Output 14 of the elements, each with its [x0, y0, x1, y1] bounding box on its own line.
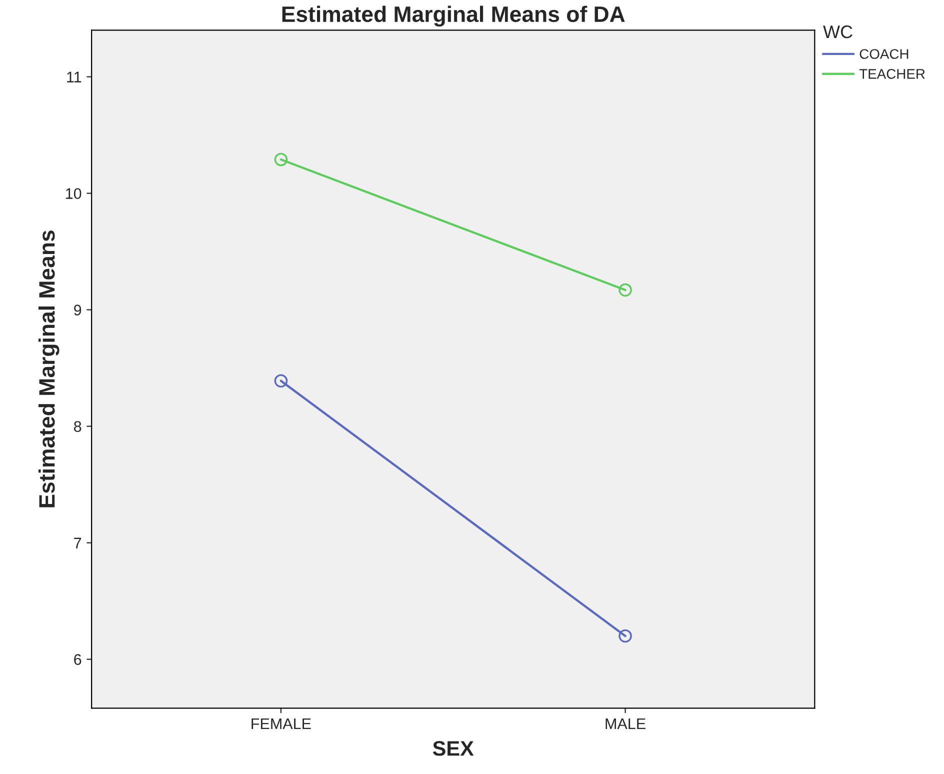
x-tick-label: FEMALE	[252, 718, 311, 730]
legend-title: WC	[823, 25, 852, 38]
y-tick-label: 6	[74, 654, 82, 665]
legend-label: COACH	[860, 49, 908, 59]
y-tick-label: 11	[67, 72, 82, 82]
y-tick-label: 10	[66, 188, 82, 199]
y-tick-label: 8	[74, 421, 82, 432]
x-axis-title: SEX	[432, 741, 474, 756]
chart-title: Estimated Marginal Means of DA	[282, 6, 625, 27]
y-axis-title: Estimated Marginal Means	[38, 230, 60, 508]
legend-label: TEACHER	[859, 68, 925, 79]
y-tick-label: 7	[74, 538, 82, 548]
x-tick-label: MALE	[606, 718, 646, 730]
y-tick-label: 9	[74, 304, 82, 316]
